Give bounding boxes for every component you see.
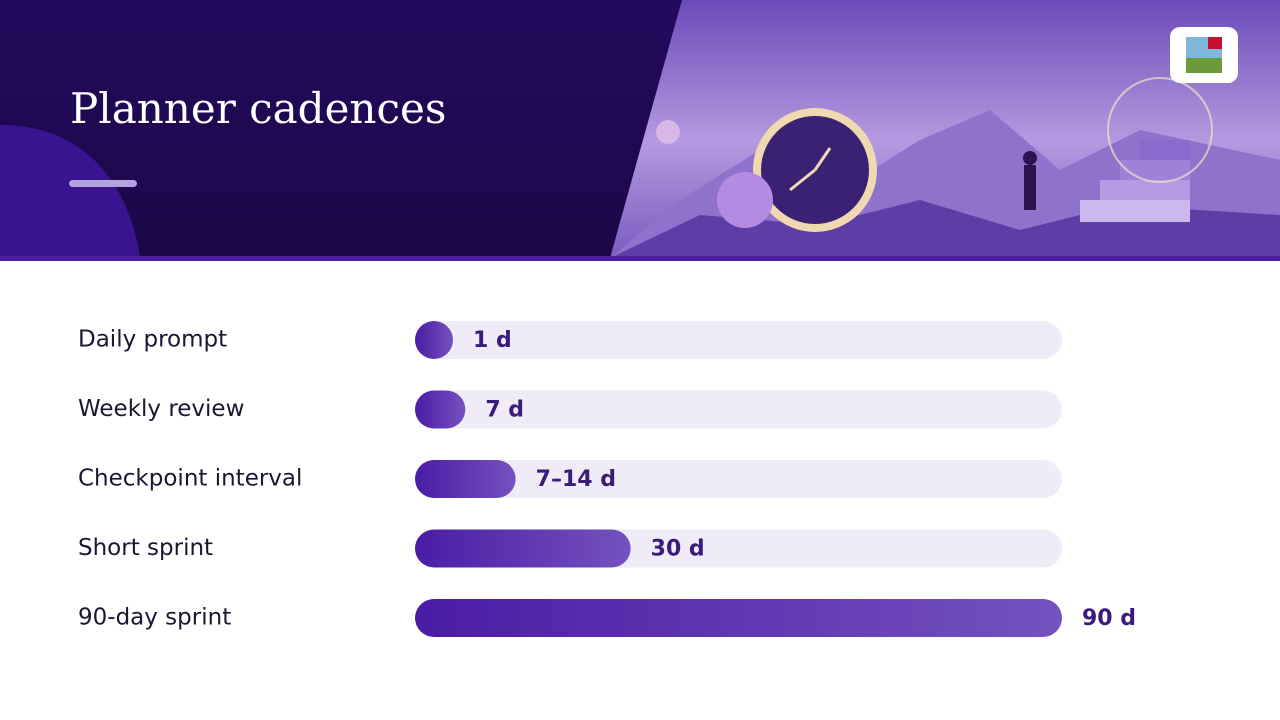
category-label: Weekly review xyxy=(78,396,244,422)
bar xyxy=(415,321,453,359)
category-label: Checkpoint interval xyxy=(78,466,302,492)
value-label: 90 d xyxy=(1082,606,1136,631)
value-label: 7 d xyxy=(485,398,524,423)
logo xyxy=(1170,27,1238,83)
header-shape xyxy=(0,125,140,258)
category-label: Daily prompt xyxy=(78,327,227,353)
bar xyxy=(415,460,516,498)
header-border xyxy=(0,256,1280,261)
title-underline xyxy=(69,180,137,187)
bar xyxy=(415,390,466,429)
bar xyxy=(415,529,631,568)
header-illustration xyxy=(600,0,1280,258)
value-label: 1 d xyxy=(473,328,512,353)
header-panel xyxy=(0,0,682,258)
value-label: 7–14 d xyxy=(536,467,616,492)
value-label: 30 d xyxy=(651,537,705,562)
bar-track xyxy=(415,460,1062,498)
bar-track xyxy=(415,321,1062,359)
category-label: 90-day sprint xyxy=(78,605,231,631)
bar xyxy=(415,599,1062,637)
bar-track xyxy=(415,390,1062,429)
category-label: Short sprint xyxy=(78,535,213,561)
bar-chart: Daily prompt 1 d Weekly review 7 d Checkpoin… xyxy=(78,321,1136,637)
title: Planner cadences xyxy=(70,84,446,133)
